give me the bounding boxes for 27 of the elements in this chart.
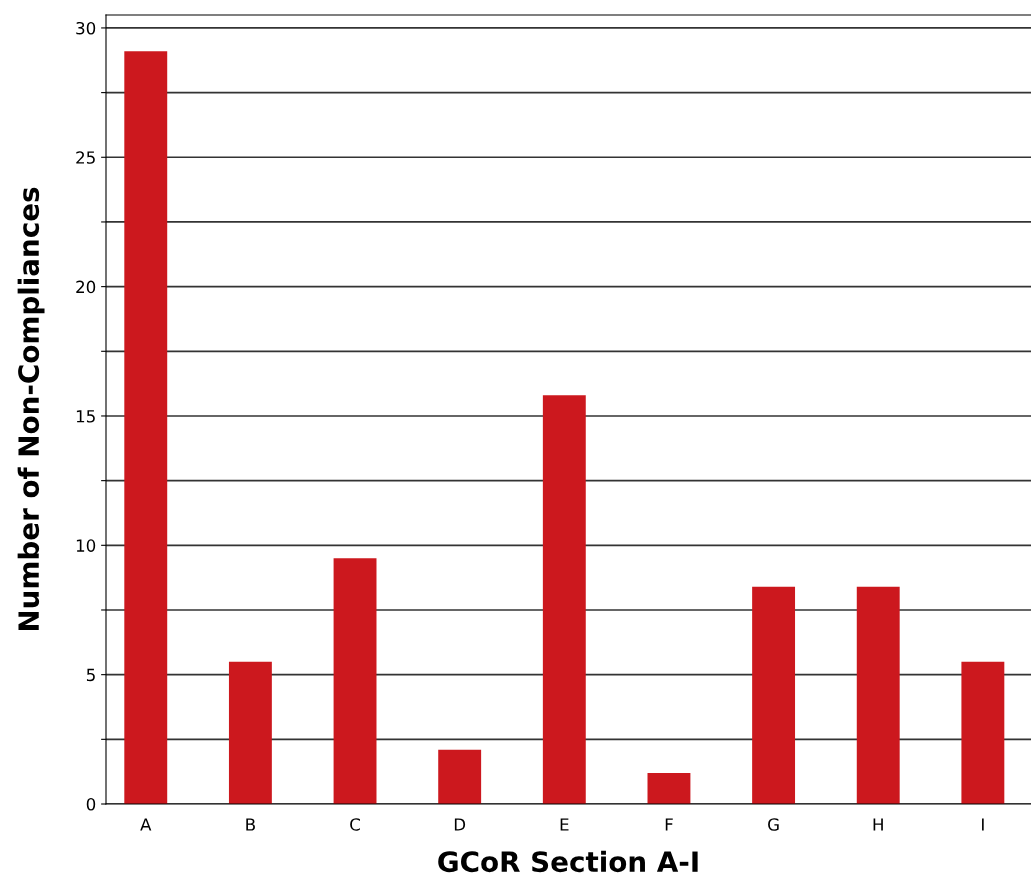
y-tick-label: 0 bbox=[86, 797, 96, 811]
x-tick-label: B bbox=[246, 818, 255, 831]
y-tick-label: 5 bbox=[86, 668, 95, 682]
y-tick-label: 10 bbox=[76, 539, 96, 552]
x-tick-label: F bbox=[665, 818, 673, 831]
bar bbox=[752, 586, 796, 804]
y-axis-title: Number of Non-Compliances bbox=[17, 187, 45, 631]
y-tick-label: 30 bbox=[76, 21, 96, 35]
x-tick-label: I bbox=[982, 818, 984, 831]
bar bbox=[961, 661, 1005, 804]
bar bbox=[228, 661, 272, 804]
bar bbox=[542, 395, 586, 804]
bar bbox=[124, 51, 168, 804]
bar bbox=[333, 558, 377, 804]
x-tick-label: A bbox=[140, 818, 152, 831]
x-tick-label: E bbox=[560, 818, 569, 831]
y-tick-label: 25 bbox=[76, 151, 95, 164]
bar bbox=[856, 586, 900, 804]
x-tick-label: C bbox=[350, 818, 360, 831]
x-tick-label: G bbox=[768, 818, 779, 831]
x-tick-label: D bbox=[454, 818, 466, 831]
y-tick-label: 15 bbox=[76, 410, 95, 423]
y-tick-label: 20 bbox=[76, 280, 96, 294]
x-axis-title: GCoR Section A-I bbox=[438, 850, 698, 873]
bar bbox=[438, 749, 482, 804]
bar bbox=[647, 772, 691, 804]
x-tick-label: H bbox=[873, 818, 883, 831]
